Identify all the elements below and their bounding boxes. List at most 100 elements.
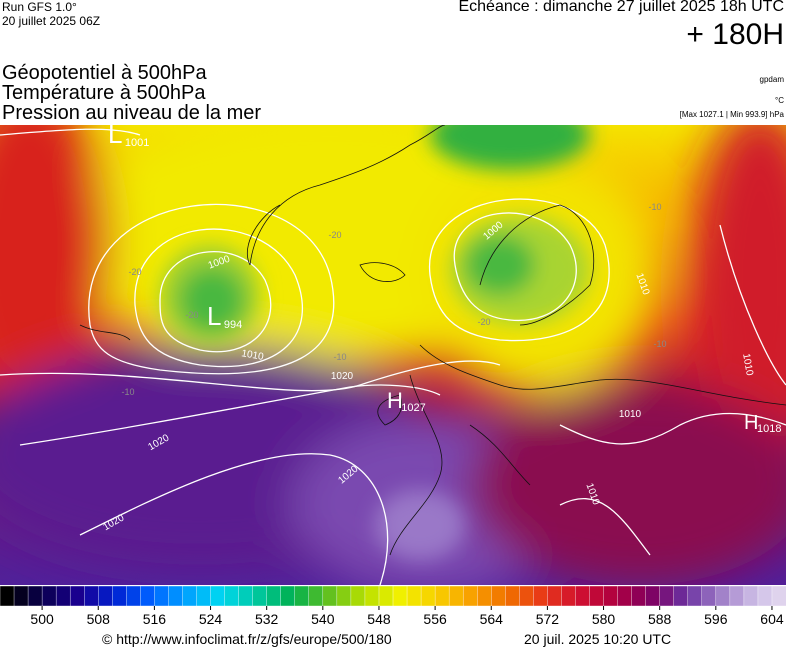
colorbar-swatch	[729, 586, 745, 607]
colorbar-swatch	[561, 586, 577, 607]
run-label: Run GFS 1.0°	[2, 0, 77, 14]
colorbar-swatch	[533, 586, 549, 607]
colorbar-swatch	[154, 586, 170, 607]
colorbar-tick-label: 572	[536, 611, 560, 627]
colorbar-swatch	[112, 586, 128, 607]
colorbar-swatch	[771, 586, 786, 607]
colorbar-swatch	[462, 586, 478, 607]
colorbar-swatch	[350, 586, 366, 607]
temperature-label: -10	[653, 339, 666, 349]
title-3: Pression au niveau de la mer	[2, 102, 262, 124]
colorbar-swatch	[392, 586, 408, 607]
colorbar-swatch	[757, 586, 773, 607]
pressure-range: [Max 1027.1 | Min 993.9] hPa	[679, 110, 784, 119]
colorbar-swatch	[715, 586, 731, 607]
temperature-label: -10	[648, 202, 661, 212]
isobar-label: 1020	[331, 371, 354, 382]
colorbar-swatch	[448, 586, 464, 607]
colorbar-swatch	[645, 586, 661, 607]
colorbar-tick-label: 604	[760, 611, 784, 627]
colorbar-swatch	[406, 586, 422, 607]
colorbar-swatch	[617, 586, 633, 607]
colorbar-swatch	[210, 586, 226, 607]
isobar-label: 1010	[740, 353, 755, 377]
colorbar-swatch	[140, 586, 156, 607]
colorbar-swatch	[196, 586, 212, 607]
colorbar-tick-label: 508	[87, 611, 111, 627]
pressure-value: 1018	[757, 423, 781, 435]
colorbar-swatch	[126, 586, 142, 607]
colorbar-swatch	[55, 586, 71, 607]
footer-url: © http://www.infoclimat.fr/z/gfs/europe/…	[102, 631, 392, 647]
colorbar-swatch	[238, 586, 254, 607]
colorbar-swatch	[84, 586, 99, 607]
colorbar-tick-label: 540	[311, 611, 335, 627]
colorbar-swatch	[336, 586, 352, 607]
colorbar-tick-label: 524	[199, 611, 223, 627]
colorbar-swatch	[477, 586, 492, 607]
colorbar-swatch	[27, 586, 43, 607]
title-2: Température à 500hPa	[2, 82, 206, 104]
pressure-letter: H	[744, 412, 758, 434]
pressure-letter: L	[207, 301, 221, 331]
isobars	[0, 128, 786, 585]
colorbar-swatch	[266, 586, 282, 607]
colorbar-swatch	[98, 586, 113, 607]
colorbar-tick-label: 588	[648, 611, 672, 627]
isobar-label: 1010	[241, 348, 265, 363]
temperature-label: -10	[333, 352, 346, 362]
colorbar-swatch	[378, 586, 394, 607]
colorbar-swatch	[505, 586, 521, 607]
run-date: 20 juillet 2025 06Z	[2, 14, 101, 28]
colorbar-swatch	[168, 586, 184, 607]
temperature-label: -20	[477, 317, 490, 327]
pressure-value: 1001	[125, 137, 149, 149]
colorbar-swatch	[434, 586, 450, 607]
title-1: Géopotentiel à 500hPa	[2, 62, 207, 84]
temperature-label: -20	[328, 230, 341, 240]
echeance: Echéance : dimanche 27 juillet 2025 18h …	[458, 0, 784, 15]
pressure-value: 994	[224, 319, 242, 331]
colorbar-tick-label: 500	[30, 611, 54, 627]
colorbar-tick-label: 516	[143, 611, 167, 627]
colorbar-swatch	[589, 586, 605, 607]
footer-timestamp: 20 juil. 2025 10:20 UTC	[524, 631, 672, 647]
temperature-label: -20	[185, 310, 198, 320]
colorbar-tick-label: 556	[423, 611, 447, 627]
colorbar-swatch	[631, 586, 647, 607]
colorbar-tick-label: 596	[704, 611, 728, 627]
colorbar-tick-label: 564	[480, 611, 504, 627]
colorbar-swatch	[69, 586, 85, 607]
pressure-value: 1027	[401, 402, 425, 414]
colorbar-swatch	[294, 586, 310, 607]
colorbar-swatch	[673, 586, 689, 607]
colorbar-swatch	[364, 586, 380, 607]
colorbar-swatch	[519, 586, 535, 607]
colorbar-swatch	[182, 586, 198, 607]
colorbar-swatch	[491, 586, 506, 607]
isobar-label: 1010	[619, 409, 642, 420]
colorbar-tick-label: 548	[367, 611, 391, 627]
temperature-label: -20	[128, 267, 141, 277]
colorbar-swatch	[547, 586, 563, 607]
colorbar-tick-label: 580	[592, 611, 616, 627]
coastlines	[79, 125, 786, 556]
pressure-letter: L	[108, 125, 122, 149]
colorbar-swatch	[743, 586, 759, 607]
colorbar-swatch	[575, 586, 591, 607]
colorbar-swatch	[322, 586, 338, 607]
colorbar-swatch	[308, 586, 324, 607]
lead-time: + 180H	[686, 18, 784, 51]
colorbar-swatch	[420, 586, 436, 607]
pressure-letter: H	[387, 388, 403, 413]
colorbar-swatch	[224, 586, 240, 607]
colorbar-swatch	[687, 586, 703, 607]
colorbar-swatch	[0, 586, 15, 607]
colorbar-swatch	[41, 586, 57, 607]
colorbar-swatch	[252, 586, 268, 607]
colorbar-swatch	[13, 586, 29, 607]
source: gpdam	[759, 75, 784, 84]
colorbar-tick-label: 532	[255, 611, 279, 627]
